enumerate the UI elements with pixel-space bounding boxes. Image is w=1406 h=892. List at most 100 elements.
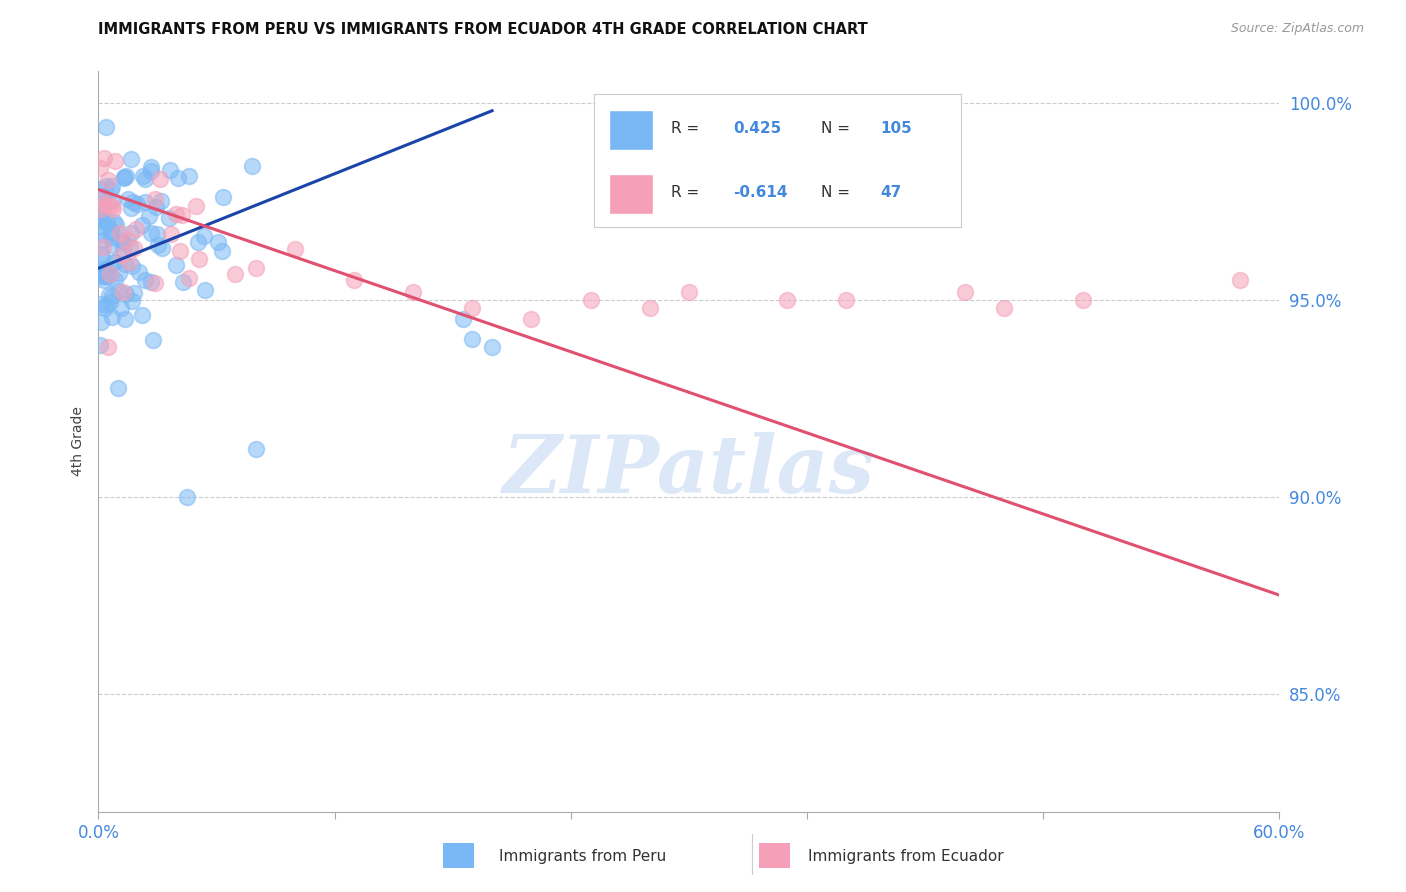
Point: [678, 285, 700, 299]
Point: [101, 202, 124, 217]
Point: [169, 244, 191, 259]
Point: [240, 159, 263, 173]
Point: [100, 182, 122, 196]
Point: [120, 152, 142, 166]
Point: [98, 288, 121, 302]
Point: [125, 197, 148, 211]
Point: [187, 235, 209, 249]
Point: [118, 255, 141, 269]
Point: [179, 271, 201, 285]
Text: Immigrants from Ecuador: Immigrants from Ecuador: [808, 849, 1004, 863]
Point: [139, 164, 162, 178]
Point: [115, 233, 138, 247]
Point: [115, 169, 138, 183]
Point: [91, 264, 114, 278]
Point: [104, 219, 127, 233]
Point: [177, 169, 200, 183]
Point: [100, 223, 122, 237]
Point: [100, 194, 122, 208]
Text: Immigrants from Peru: Immigrants from Peru: [499, 849, 666, 863]
Point: [194, 283, 217, 297]
Point: [150, 241, 173, 255]
Point: [90, 199, 112, 213]
Point: [89, 202, 111, 217]
Point: [157, 211, 180, 225]
Point: [148, 237, 170, 252]
Point: [91, 234, 114, 248]
Point: [120, 240, 142, 254]
Point: [98, 268, 121, 282]
Point: [134, 273, 156, 287]
Point: [149, 171, 172, 186]
Point: [94, 263, 117, 277]
Point: [100, 225, 122, 239]
Point: [120, 201, 142, 215]
Point: [461, 301, 484, 315]
Point: [1189, 855, 1212, 870]
Point: [160, 227, 183, 241]
Point: [93, 266, 115, 280]
Point: [146, 227, 169, 242]
Point: [131, 169, 153, 183]
Point: [1229, 273, 1251, 287]
Point: [117, 193, 139, 207]
Point: [125, 222, 148, 236]
Point: [461, 332, 484, 346]
Point: [193, 229, 215, 244]
Point: [97, 172, 120, 186]
Point: [402, 285, 425, 299]
Point: [94, 301, 117, 316]
Point: [94, 178, 117, 193]
Point: [89, 213, 111, 227]
Point: [172, 275, 194, 289]
Point: [284, 242, 307, 256]
Point: [90, 252, 112, 266]
Point: [481, 340, 503, 354]
Point: [139, 161, 162, 175]
Point: [134, 172, 156, 186]
Point: [90, 189, 112, 203]
Point: [143, 276, 166, 290]
Point: [89, 219, 111, 234]
Point: [91, 211, 114, 226]
Point: [104, 273, 127, 287]
Point: [121, 293, 143, 308]
Point: [93, 272, 115, 286]
Point: [107, 284, 129, 298]
Point: [211, 244, 233, 258]
Point: [100, 230, 122, 244]
Point: [98, 267, 121, 281]
Point: [90, 296, 112, 310]
Point: [245, 442, 267, 457]
Point: [134, 195, 156, 210]
Point: [89, 338, 111, 352]
Point: [94, 268, 117, 283]
Point: [165, 258, 187, 272]
Point: [89, 208, 111, 222]
Point: [111, 235, 134, 250]
Point: [143, 192, 166, 206]
Point: [114, 312, 136, 326]
Text: IMMIGRANTS FROM PERU VS IMMIGRANTS FROM ECUADOR 4TH GRADE CORRELATION CHART: IMMIGRANTS FROM PERU VS IMMIGRANTS FROM …: [98, 22, 868, 37]
Point: [93, 198, 115, 212]
Point: [112, 171, 135, 186]
Point: [98, 295, 121, 310]
Point: [343, 273, 366, 287]
Point: [111, 243, 134, 257]
Point: [115, 286, 138, 301]
Point: [89, 161, 111, 176]
Point: [108, 226, 131, 240]
Y-axis label: 4th Grade: 4th Grade: [70, 407, 84, 476]
Point: [138, 210, 160, 224]
Point: [170, 208, 193, 222]
Point: [100, 288, 122, 302]
Point: [835, 293, 858, 307]
Point: [520, 312, 543, 326]
Point: [124, 286, 146, 301]
Point: [101, 199, 124, 213]
Point: [776, 293, 799, 307]
Point: [91, 189, 114, 203]
Point: [149, 194, 172, 208]
Point: [108, 233, 131, 247]
Point: [145, 200, 167, 214]
